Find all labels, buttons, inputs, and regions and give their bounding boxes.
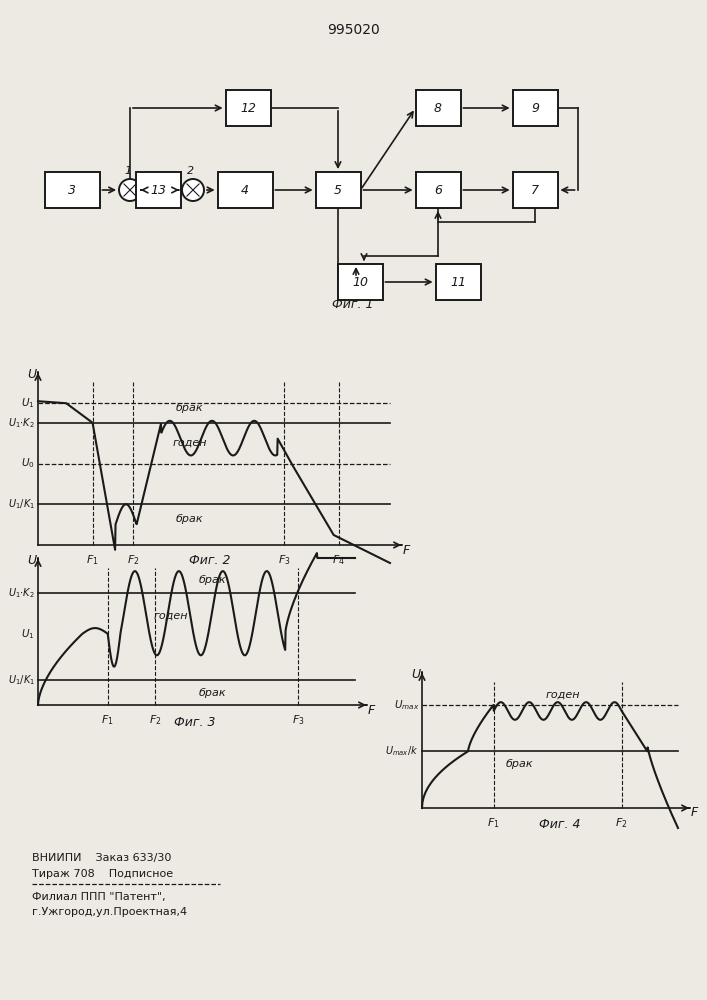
- Text: $F_2$: $F_2$: [615, 816, 628, 830]
- Text: F: F: [368, 704, 375, 716]
- Text: 12: 12: [240, 102, 256, 114]
- Text: $F_1$: $F_1$: [101, 713, 114, 727]
- Text: брак: брак: [175, 403, 203, 413]
- Text: ВНИИПИ    Заказ 633/30: ВНИИПИ Заказ 633/30: [32, 853, 171, 863]
- Text: F: F: [402, 544, 409, 556]
- Bar: [218, 172, 272, 208]
- Text: Фиг. 4: Фиг. 4: [539, 818, 580, 832]
- Text: 8: 8: [434, 102, 442, 114]
- Text: 7: 7: [531, 184, 539, 196]
- Text: годен: годен: [172, 438, 206, 448]
- Bar: [136, 172, 180, 208]
- Text: $U_1/K_1$: $U_1/K_1$: [8, 673, 35, 687]
- Text: Фиг. 3: Фиг. 3: [174, 716, 216, 728]
- Bar: [337, 264, 382, 300]
- Bar: [513, 172, 558, 208]
- Text: $F_1$: $F_1$: [86, 553, 99, 567]
- Text: $U_0$: $U_0$: [21, 457, 35, 470]
- Text: $F_1$: $F_1$: [487, 816, 500, 830]
- Circle shape: [119, 179, 141, 201]
- Text: брак: брак: [199, 575, 226, 585]
- Text: 10: 10: [352, 275, 368, 288]
- Bar: [226, 90, 271, 126]
- Text: $U_1{\cdot}K_2$: $U_1{\cdot}K_2$: [8, 586, 35, 600]
- Bar: [45, 172, 100, 208]
- Text: $U_1$: $U_1$: [21, 396, 35, 410]
- Text: U: U: [411, 668, 421, 680]
- Text: U: U: [28, 367, 37, 380]
- Text: $U_{max}$: $U_{max}$: [394, 698, 419, 712]
- Text: брак: брак: [199, 688, 226, 698]
- Text: Фиг. 2: Фиг. 2: [189, 554, 230, 566]
- Text: Филиал ППП "Патент",: Филиал ППП "Патент",: [32, 892, 165, 902]
- Bar: [416, 172, 460, 208]
- Text: $U_1$: $U_1$: [21, 627, 35, 641]
- Text: 1: 1: [124, 166, 132, 176]
- Text: F: F: [690, 806, 698, 820]
- Text: $F_3$: $F_3$: [291, 713, 304, 727]
- Text: Фиг. 1: Фиг. 1: [332, 298, 374, 312]
- Text: $F_2$: $F_2$: [149, 713, 162, 727]
- Text: годен: годен: [154, 610, 188, 620]
- Text: 5: 5: [334, 184, 342, 196]
- Text: 4: 4: [241, 184, 249, 196]
- Text: $F_2$: $F_2$: [127, 553, 139, 567]
- Text: г.Ужгород,ул.Проектная,4: г.Ужгород,ул.Проектная,4: [32, 907, 187, 917]
- Text: 6: 6: [434, 184, 442, 196]
- Text: брак: брак: [175, 514, 203, 524]
- Text: 13: 13: [150, 184, 166, 196]
- Bar: [436, 264, 481, 300]
- Text: $U_{max}/k$: $U_{max}/k$: [385, 744, 419, 758]
- Bar: [513, 90, 558, 126]
- Text: $U_1{\cdot}K_2$: $U_1{\cdot}K_2$: [8, 416, 35, 430]
- Bar: [416, 90, 460, 126]
- Circle shape: [182, 179, 204, 201]
- Text: брак: брак: [506, 759, 533, 769]
- Text: $U_1/K_1$: $U_1/K_1$: [8, 497, 35, 511]
- Text: 3: 3: [68, 184, 76, 196]
- Text: Тираж 708    Подписное: Тираж 708 Подписное: [32, 869, 173, 879]
- Text: 995020: 995020: [327, 23, 380, 37]
- Text: 9: 9: [531, 102, 539, 114]
- Text: $F_3$: $F_3$: [278, 553, 291, 567]
- Text: $F_4$: $F_4$: [332, 553, 346, 567]
- Text: U: U: [28, 554, 37, 566]
- Text: годен: годен: [546, 690, 580, 700]
- Bar: [315, 172, 361, 208]
- Text: 11: 11: [450, 275, 466, 288]
- Text: 2: 2: [187, 166, 194, 176]
